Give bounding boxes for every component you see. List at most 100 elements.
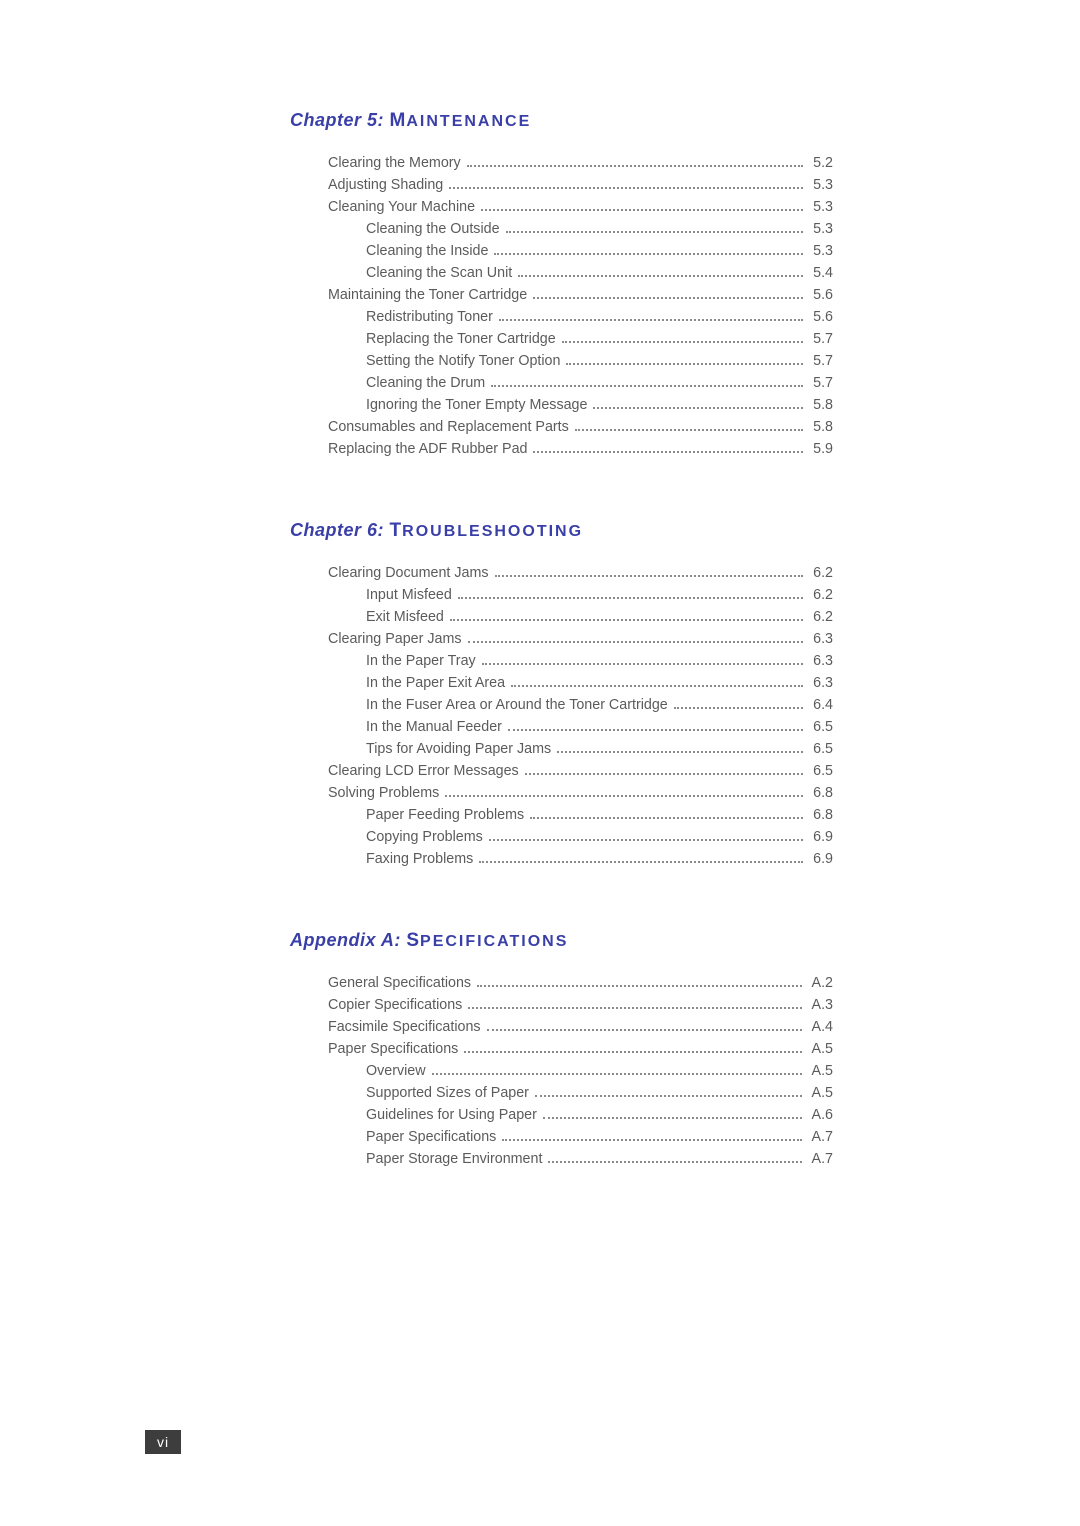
toc-label: Replacing the ADF Rubber Pad	[328, 438, 527, 460]
toc-row: Paper Feeding Problems 6.8	[366, 804, 833, 826]
toc-page: 5.3	[809, 174, 833, 196]
toc-page: A.5	[808, 1060, 833, 1082]
toc-label: Paper Storage Environment	[366, 1148, 542, 1170]
toc-row: Clearing Document Jams 6.2	[328, 562, 833, 584]
toc-dots	[525, 773, 803, 775]
chapter-title-rest: AINTENANCE	[406, 113, 531, 130]
toc-page: 6.8	[809, 804, 833, 826]
toc-row: Copying Problems6.9	[366, 826, 833, 848]
toc-dots	[533, 297, 803, 299]
toc-page: Chapter 5: MAINTENANCE Clearing the Memor…	[290, 110, 833, 1170]
toc-label: In the Paper Exit Area	[366, 672, 505, 694]
chapter-prefix: Chapter 5:	[290, 110, 390, 130]
toc-label: Replacing the Toner Cartridge	[366, 328, 556, 350]
toc-row: Input Misfeed6.2	[366, 584, 833, 606]
chapter-heading: Chapter 5: MAINTENANCE	[290, 110, 833, 132]
toc-page: 6.4	[809, 694, 833, 716]
toc-page: 6.2	[809, 562, 833, 584]
toc-dots	[468, 1007, 801, 1009]
toc-page: 5.3	[809, 240, 833, 262]
toc-dots	[481, 209, 803, 211]
chapter-title-rest: ROUBLESHOOTING	[402, 523, 583, 540]
toc-row: Replacing the Toner Cartridge 5.7	[366, 328, 833, 350]
toc-dots	[491, 385, 803, 387]
toc-label: General Specifications	[328, 972, 471, 994]
chapter-block: Chapter 5: MAINTENANCE Clearing the Memor…	[290, 110, 833, 460]
toc-page: A.5	[808, 1038, 833, 1060]
toc-label: Setting the Notify Toner Option	[366, 350, 560, 372]
toc-row: Tips for Avoiding Paper Jams 6.5	[366, 738, 833, 760]
toc-page: 6.2	[809, 584, 833, 606]
page-number-box: vi	[145, 1430, 181, 1454]
toc-row: General Specifications A.2	[328, 972, 833, 994]
toc-dots	[674, 707, 803, 709]
toc-list: Clearing the Memory5.2Adjusting Shading5…	[328, 152, 833, 460]
toc-page: 6.8	[809, 782, 833, 804]
toc-label: Solving Problems	[328, 782, 439, 804]
chapter-heading: Chapter 6: TROUBLESHOOTING	[290, 520, 833, 542]
toc-label: Cleaning the Drum	[366, 372, 485, 394]
toc-dots	[445, 795, 803, 797]
toc-label: Adjusting Shading	[328, 174, 443, 196]
toc-dots	[487, 1029, 802, 1031]
chapter-title-first: T	[390, 520, 403, 541]
toc-label: Cleaning the Scan Unit	[366, 262, 512, 284]
toc-page: 5.9	[809, 438, 833, 460]
toc-dots	[449, 187, 803, 189]
toc-dots	[511, 685, 803, 687]
toc-page: 6.5	[809, 738, 833, 760]
toc-page: A.5	[808, 1082, 833, 1104]
toc-label: Cleaning Your Machine	[328, 196, 475, 218]
toc-dots	[467, 165, 803, 167]
toc-row: Cleaning the Outside5.3	[366, 218, 833, 240]
toc-label: Consumables and Replacement Parts	[328, 416, 569, 438]
toc-dots	[477, 985, 801, 987]
toc-label: Guidelines for Using Paper	[366, 1104, 537, 1126]
toc-page: 5.3	[809, 196, 833, 218]
toc-row: Clearing LCD Error Messages6.5	[328, 760, 833, 782]
toc-dots	[494, 253, 803, 255]
toc-page: A.2	[808, 972, 833, 994]
toc-label: Paper Feeding Problems	[366, 804, 524, 826]
toc-label: In the Paper Tray	[366, 650, 476, 672]
chapter-prefix: Chapter 6:	[290, 520, 390, 540]
toc-label: Redistributing Toner	[366, 306, 493, 328]
toc-dots	[479, 861, 803, 863]
chapter-title-first: M	[390, 110, 407, 131]
toc-label: Overview	[366, 1060, 426, 1082]
chapter-prefix: Appendix A:	[290, 930, 406, 950]
toc-row: Replacing the ADF Rubber Pad 5.9	[328, 438, 833, 460]
toc-dots	[468, 641, 804, 643]
toc-row: In the Manual Feeder6.5	[366, 716, 833, 738]
toc-page: A.6	[808, 1104, 833, 1126]
toc-page: 6.3	[809, 628, 833, 650]
toc-row: Cleaning the Scan Unit5.4	[366, 262, 833, 284]
chapter-title-first: S	[406, 930, 420, 951]
toc-row: Maintaining the Toner Cartridge5.6	[328, 284, 833, 306]
toc-row: Paper Storage EnvironmentA.7	[366, 1148, 833, 1170]
toc-row: Ignoring the Toner Empty Message5.8	[366, 394, 833, 416]
toc-row: Faxing Problems6.9	[366, 848, 833, 870]
toc-row: Setting the Notify Toner Option5.7	[366, 350, 833, 372]
toc-label: Clearing Document Jams	[328, 562, 489, 584]
toc-label: Tips for Avoiding Paper Jams	[366, 738, 551, 760]
toc-label: Clearing the Memory	[328, 152, 461, 174]
toc-dots	[543, 1117, 802, 1119]
toc-label: Copier Specifications	[328, 994, 462, 1016]
toc-row: Clearing Paper Jams6.3	[328, 628, 833, 650]
toc-row: Supported Sizes of PaperA.5	[366, 1082, 833, 1104]
toc-page: A.4	[808, 1016, 833, 1038]
toc-row: Redistributing Toner5.6	[366, 306, 833, 328]
toc-page: 5.7	[809, 328, 833, 350]
toc-dots	[562, 341, 803, 343]
toc-label: Copying Problems	[366, 826, 483, 848]
toc-row: Cleaning the Drum 5.7	[366, 372, 833, 394]
toc-row: Copier SpecificationsA.3	[328, 994, 833, 1016]
toc-dots	[495, 575, 804, 577]
toc-row: Guidelines for Using Paper A.6	[366, 1104, 833, 1126]
toc-page: 5.7	[809, 372, 833, 394]
toc-dots	[593, 407, 803, 409]
toc-label: Ignoring the Toner Empty Message	[366, 394, 587, 416]
toc-row: Paper SpecificationsA.7	[366, 1126, 833, 1148]
toc-dots	[557, 751, 803, 753]
